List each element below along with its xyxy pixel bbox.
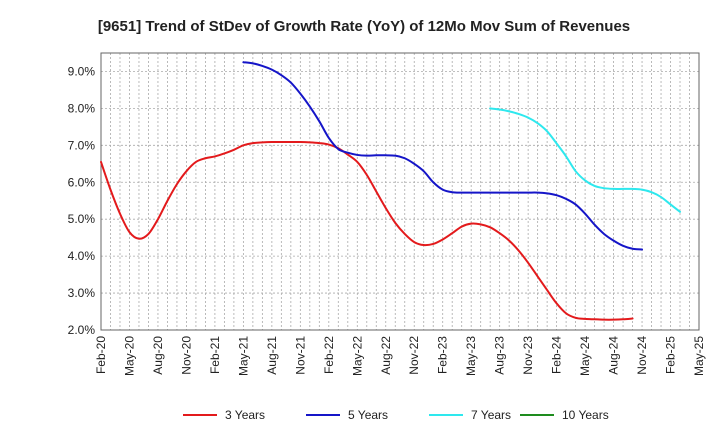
x-tick-label: Feb-25: [664, 336, 678, 374]
x-tick-label: Aug-22: [379, 336, 393, 375]
series-lines: [100, 61, 682, 321]
y-tick-label: 2.0%: [68, 323, 96, 337]
y-tick-label: 6.0%: [68, 175, 96, 189]
x-tick-label: Nov-20: [179, 336, 193, 375]
x-axis: Feb-20 May-20 Aug-20 Nov-20 Feb-21 May-21 Aug-…: [94, 336, 706, 376]
legend-label-7-years: 7 Years: [471, 408, 511, 422]
x-tick-label: May-24: [578, 336, 592, 376]
x-tick-label: Nov-22: [407, 336, 421, 375]
y-tick-label: 3.0%: [68, 286, 96, 300]
x-tick-label: May-25: [692, 336, 706, 376]
y-tick-label: 5.0%: [68, 212, 96, 226]
legend: 3 Years 5 Years 7 Years 10 Years: [183, 408, 609, 422]
x-tick-label: Aug-23: [493, 336, 507, 375]
x-tick-label: Nov-23: [521, 336, 535, 375]
series-line-5-years: [242, 61, 644, 251]
y-tick-label: 4.0%: [68, 249, 96, 263]
grid: [100, 53, 700, 331]
y-tick-label: 8.0%: [68, 101, 96, 115]
x-tick-label: Feb-20: [94, 336, 108, 374]
series-line-7-years: [489, 107, 682, 213]
y-axis: 2.0% 3.0% 4.0% 5.0% 6.0% 7.0% 8.0% 9.0%: [68, 64, 96, 337]
y-tick-label: 9.0%: [68, 64, 96, 78]
legend-label-3-years: 3 Years: [225, 408, 265, 422]
x-tick-label: Feb-22: [322, 336, 336, 374]
y-tick-label: 7.0%: [68, 138, 96, 152]
x-tick-label: Aug-24: [607, 336, 621, 375]
x-tick-label: Feb-23: [436, 336, 450, 374]
x-tick-label: Aug-20: [151, 336, 165, 375]
x-tick-label: Aug-21: [265, 336, 279, 375]
plot-area: [100, 52, 700, 331]
chart-title: [9651] Trend of StDev of Growth Rate (Yo…: [98, 18, 630, 35]
x-tick-label: Nov-24: [635, 336, 649, 375]
x-tick-label: Nov-21: [293, 336, 307, 375]
legend-label-10-years: 10 Years: [562, 408, 609, 422]
x-tick-label: May-22: [350, 336, 364, 376]
x-tick-label: Feb-21: [208, 336, 222, 374]
series-line-3-years: [100, 140, 634, 321]
x-tick-label: May-23: [464, 336, 478, 376]
x-tick-label: May-21: [236, 336, 250, 376]
legend-label-5-years: 5 Years: [348, 408, 388, 422]
x-tick-label: May-20: [122, 336, 136, 376]
x-tick-label: Feb-24: [550, 336, 564, 374]
